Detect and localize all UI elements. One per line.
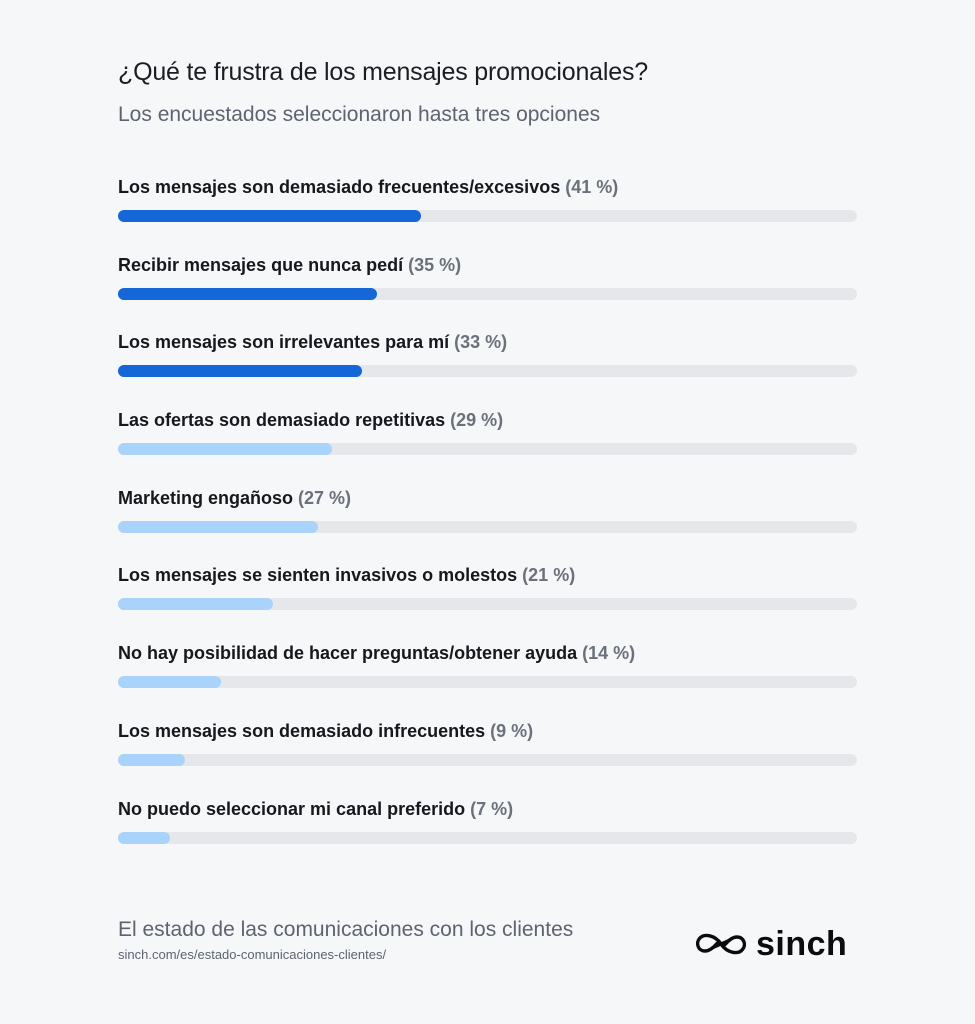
bar-label: Los mensajes son irrelevantes para mí (3… <box>118 332 507 353</box>
bar-track <box>118 831 857 844</box>
bar-category: Los mensajes son irrelevantes para mí <box>118 332 455 353</box>
bar-label: Marketing engañoso (27 %) <box>118 488 351 509</box>
bar-chart: Los mensajes son demasiado frecuentes/ex… <box>118 177 858 876</box>
bar-track <box>118 753 857 766</box>
bar-track <box>118 287 857 300</box>
bar-row: Los mensajes se sienten invasivos o mole… <box>118 565 858 643</box>
bar-value-label: (29 %) <box>450 410 504 431</box>
bar-category: Las ofertas son demasiado repetitivas <box>118 410 451 431</box>
sinch-logo-icon <box>695 933 747 955</box>
chart-subtitle: Los encuestados seleccionaron hasta tres… <box>118 103 601 126</box>
bar <box>118 520 318 533</box>
bar-label: Los mensajes son demasiado frecuentes/ex… <box>118 177 618 198</box>
bar-value-label: (21 %) <box>522 565 576 586</box>
bar-label: Las ofertas son demasiado repetitivas (2… <box>118 410 503 431</box>
bar-row: Los mensajes son demasiado frecuentes/ex… <box>118 177 858 255</box>
chart-title: ¿Qué te frustra de los mensajes promocio… <box>118 58 648 86</box>
bar <box>118 443 333 456</box>
bar-value-label: (9 %) <box>490 720 534 741</box>
footer-title: El estado de las comunicaciones con los … <box>118 918 574 941</box>
bar-track <box>118 365 857 378</box>
bar-label: Los mensajes se sienten invasivos o mole… <box>118 565 575 586</box>
logo-text: sinch <box>756 925 848 963</box>
bar <box>118 676 222 689</box>
bar-track <box>118 598 857 611</box>
bar <box>118 210 421 222</box>
bar-category: No puedo seleccionar mi canal preferido <box>118 798 471 819</box>
bar-label: Recibir mensajes que nunca pedí (35 %) <box>118 255 461 276</box>
bar-track <box>118 520 857 533</box>
bar-category: Marketing engañoso <box>118 487 299 508</box>
bar-category: No hay posibilidad de hacer preguntas/ob… <box>118 643 583 664</box>
bar-row: Los mensajes son demasiado infrecuentes … <box>118 721 858 799</box>
bar-value-label: (27 %) <box>298 487 352 508</box>
bar-category: Los mensajes son demasiado frecuentes/ex… <box>118 177 566 197</box>
bar-row: Marketing engañoso (27 %) <box>118 488 858 566</box>
bar-value-label: (14 %) <box>582 643 636 664</box>
bar-value-label: (41 %) <box>565 177 619 197</box>
bar <box>118 753 185 766</box>
bar-label: No hay posibilidad de hacer preguntas/ob… <box>118 643 635 664</box>
bar-row: Recibir mensajes que nunca pedí (35 %) <box>118 255 858 333</box>
footer-url[interactable]: sinch.com/es/estado-comunicaciones-clien… <box>118 947 387 962</box>
bar-category: Los mensajes son demasiado infrecuentes <box>118 720 491 741</box>
bar-row: Las ofertas son demasiado repetitivas (2… <box>118 410 858 488</box>
bar-row: Los mensajes son irrelevantes para mí (3… <box>118 332 858 410</box>
bar-value-label: (35 %) <box>408 254 462 275</box>
bar <box>118 831 170 844</box>
sinch-logo: sinch <box>694 924 847 964</box>
bar-row: No puedo seleccionar mi canal preferido … <box>118 799 858 877</box>
bar-row: No hay posibilidad de hacer preguntas/ob… <box>118 643 858 721</box>
bar <box>118 365 362 378</box>
bar-label: No puedo seleccionar mi canal preferido … <box>118 799 513 820</box>
bar-category: Los mensajes se sienten invasivos o mole… <box>118 565 523 586</box>
bar-track <box>118 210 857 222</box>
bar <box>118 598 274 611</box>
bar-value-label: (33 %) <box>454 332 508 353</box>
bar-track <box>118 443 857 456</box>
bar-value-label: (7 %) <box>470 798 514 819</box>
bar-category: Recibir mensajes que nunca pedí <box>118 254 409 275</box>
bar <box>118 287 377 300</box>
bar-track <box>118 676 857 689</box>
bar-label: Los mensajes son demasiado infrecuentes … <box>118 721 533 742</box>
